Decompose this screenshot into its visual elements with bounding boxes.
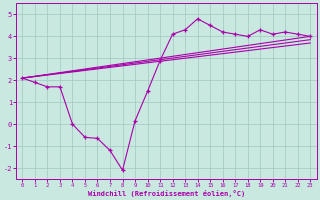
X-axis label: Windchill (Refroidissement éolien,°C): Windchill (Refroidissement éolien,°C) — [88, 190, 245, 197]
